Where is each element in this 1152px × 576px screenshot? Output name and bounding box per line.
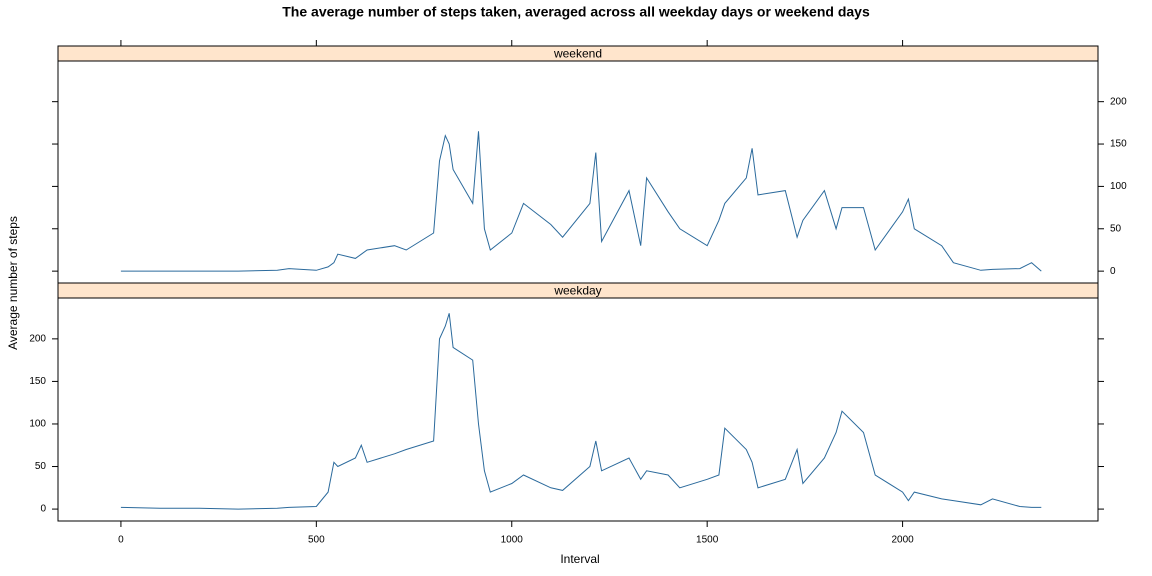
x-tick-label: 500 <box>308 535 325 546</box>
y-tick-label: 100 <box>29 419 46 430</box>
chart-title: The average number of steps taken, avera… <box>282 4 870 20</box>
y-tick-label: 50 <box>1110 223 1122 234</box>
strip-label: weekday <box>553 284 601 298</box>
x-tick-label: 2000 <box>891 535 914 546</box>
y-tick-label: 150 <box>29 376 46 387</box>
panel <box>57 60 1099 284</box>
y-tick-label: 0 <box>40 504 46 515</box>
series-line <box>120 131 1042 272</box>
y-tick-label: 0 <box>1110 266 1116 277</box>
panel <box>57 297 1099 522</box>
y-tick-label: 150 <box>1110 139 1127 150</box>
x-tick-label: 1500 <box>696 535 719 546</box>
y-axis-label: Average number of steps <box>6 216 20 350</box>
x-tick-label: 0 <box>118 535 124 546</box>
y-tick-label: 100 <box>1110 181 1127 192</box>
y-tick-label: 200 <box>29 333 46 344</box>
y-tick-label: 50 <box>35 461 47 472</box>
x-tick-label: 1000 <box>501 535 524 546</box>
series-line <box>120 313 1042 510</box>
strip-label: weekend <box>553 47 602 61</box>
y-tick-label: 200 <box>1110 96 1127 107</box>
x-axis-label: Interval <box>560 552 599 566</box>
